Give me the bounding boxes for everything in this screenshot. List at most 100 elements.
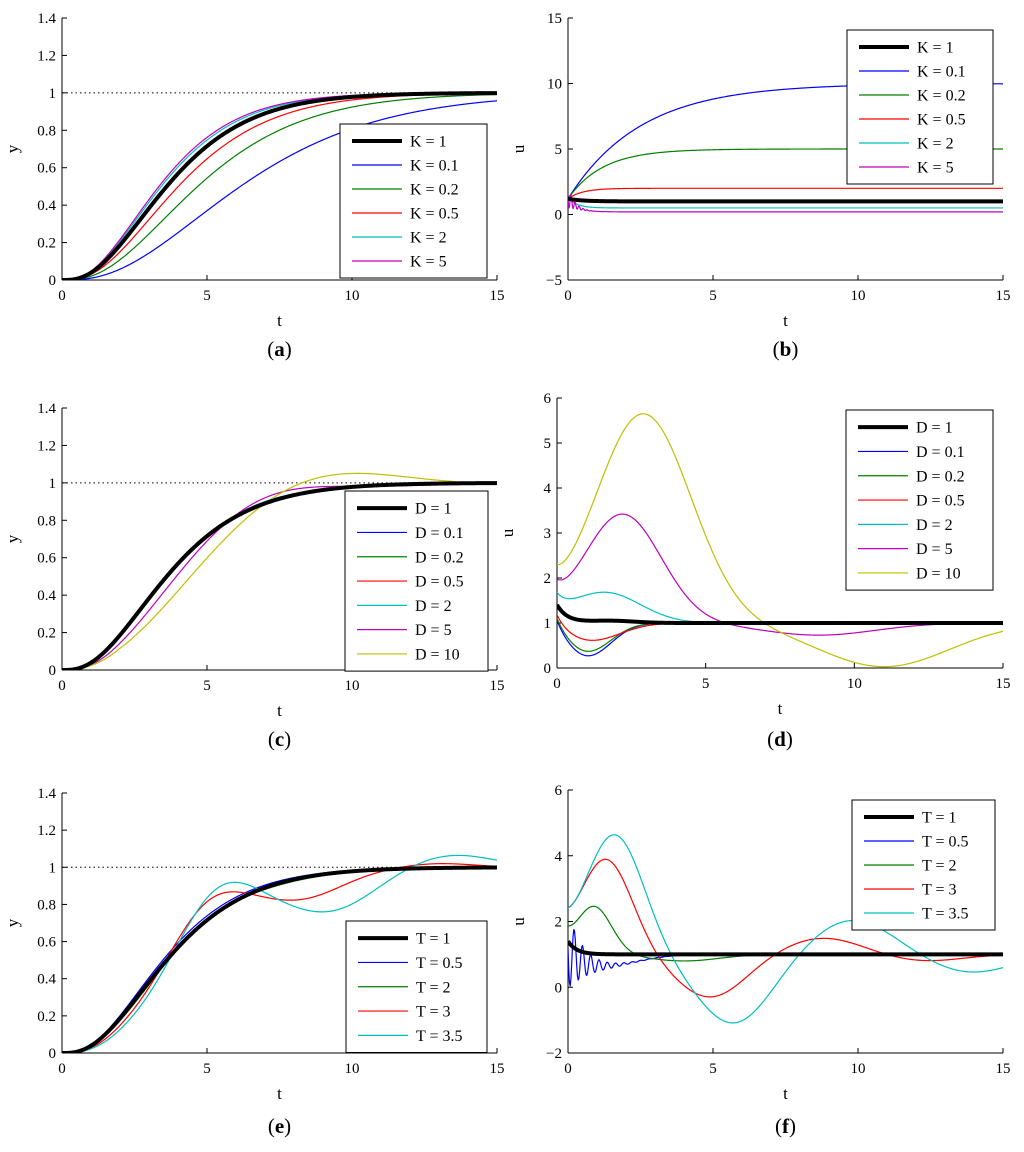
y-tick-label: 5 xyxy=(544,436,552,452)
legend-label: K = 2 xyxy=(917,136,954,153)
x-tick-label: 10 xyxy=(345,678,360,694)
y-tick-label: 0.4 xyxy=(37,972,56,988)
y-axis-label: u xyxy=(509,917,528,926)
chart-panel-c: 0 0.2 0.4 0.6 0.8 1 1.2 1.4 0 5 10 15 t y D = 1 D = 0.1… xyxy=(3,401,505,751)
x-tick-label: 10 xyxy=(345,1061,360,1077)
x-tick-label: 15 xyxy=(490,678,505,694)
x-tick-label: 15 xyxy=(490,1061,505,1077)
y-tick-label: 0 xyxy=(49,273,57,289)
series-line xyxy=(568,834,1003,1024)
legend-label: D = 2 xyxy=(916,517,953,534)
legend-label: K = 0.2 xyxy=(410,182,459,199)
y-tick-label: 0.2 xyxy=(37,1009,56,1025)
panel-caption: (a) xyxy=(267,337,292,361)
legend-label: K = 0.5 xyxy=(410,206,459,223)
legend-label: T = 3 xyxy=(416,1004,451,1021)
x-tick-label: 5 xyxy=(203,288,211,304)
series-line xyxy=(62,865,497,1053)
legend-label: T = 1 xyxy=(922,810,957,827)
y-tick-label: 10 xyxy=(547,77,562,93)
y-tick-label: 1 xyxy=(544,616,552,632)
legend-label: K = 5 xyxy=(917,160,954,177)
panel-caption: (b) xyxy=(773,337,799,361)
legend-label: D = 1 xyxy=(415,501,452,518)
y-tick-label: 0 xyxy=(49,663,57,679)
y-tick-label: 1.4 xyxy=(37,11,56,27)
series-line xyxy=(557,413,1003,668)
legend-label: K = 0.1 xyxy=(917,64,966,81)
legend-label: T = 0.5 xyxy=(416,955,463,972)
legend-label: D = 0.2 xyxy=(415,549,464,566)
y-tick-label: 1.4 xyxy=(37,401,56,417)
legend-label: T = 3.5 xyxy=(416,1028,463,1045)
y-tick-label: 0.4 xyxy=(37,198,56,214)
y-tick-label: 0.6 xyxy=(37,161,56,177)
x-tick-label: 5 xyxy=(709,288,717,304)
x-tick-label: 15 xyxy=(996,1061,1011,1077)
legend: T = 1 T = 0.5 T = 2 T = 3 T = 3.5 xyxy=(851,799,996,931)
y-tick-label: 0 xyxy=(49,1046,57,1062)
x-axis-label: t xyxy=(277,311,282,330)
series-line xyxy=(568,187,1003,200)
y-tick-label: 0.4 xyxy=(37,588,56,604)
series-line xyxy=(568,197,1003,209)
x-tick-label: 10 xyxy=(851,288,866,304)
series-line xyxy=(568,196,1003,204)
y-tick-label: 0.2 xyxy=(37,236,56,252)
x-axis-label: t xyxy=(778,699,783,718)
y-tick-label: 4 xyxy=(555,849,563,865)
panel-caption: (e) xyxy=(268,1114,291,1138)
legend-label: D = 5 xyxy=(916,541,953,558)
y-tick-label: −2 xyxy=(546,1046,562,1062)
x-axis-label: t xyxy=(783,311,788,330)
y-axis-label: y xyxy=(3,534,22,543)
legend-label: K = 0.1 xyxy=(410,158,459,175)
y-tick-label: 5 xyxy=(555,142,563,158)
y-tick-label: 15 xyxy=(547,11,562,27)
y-tick-label: 4 xyxy=(544,481,552,497)
y-tick-label: 0 xyxy=(544,661,552,677)
x-tick-label: 0 xyxy=(564,288,572,304)
y-tick-label: 0.8 xyxy=(37,513,56,529)
legend-label: K = 5 xyxy=(410,254,447,271)
series-line xyxy=(568,193,1003,213)
chart-panel-d: 0 1 2 3 4 5 6 0 5 10 15 t u D = 1 D = 0.1 D = 0.2 D = 0.… xyxy=(498,391,1011,751)
panel-caption: (c) xyxy=(268,727,291,751)
series-line xyxy=(557,620,1003,657)
x-tick-label: 5 xyxy=(702,676,710,692)
series-line xyxy=(557,603,1003,625)
legend-label: D = 1 xyxy=(916,420,953,437)
y-tick-label: 6 xyxy=(544,391,552,407)
legend-label: T = 0.5 xyxy=(922,834,969,851)
series-line xyxy=(568,928,1003,987)
x-axis-label: t xyxy=(783,1084,788,1103)
legend-label: D = 0.1 xyxy=(916,444,965,461)
legend-label: T = 2 xyxy=(416,979,451,996)
legend: T = 1 T = 0.5 T = 2 T = 3 T = 3.5 xyxy=(345,920,488,1053)
series-line xyxy=(557,591,1003,624)
series-line xyxy=(62,481,497,670)
series-line xyxy=(568,940,1003,957)
y-tick-label: 1 xyxy=(49,86,57,102)
legend-label: K = 1 xyxy=(917,40,954,57)
legend: D = 1 D = 0.1 D = 0.2 D = 0.5 D = 2 D = 5 D = … xyxy=(344,490,489,672)
y-tick-label: 6 xyxy=(555,783,563,799)
series-line xyxy=(62,854,497,1053)
x-tick-label: 0 xyxy=(564,1061,572,1077)
x-axis-label: t xyxy=(277,1084,282,1103)
legend: K = 1 K = 0.1 K = 0.2 K = 0.5 K = 2 K = 5 xyxy=(339,123,488,279)
x-axis-label: t xyxy=(277,701,282,720)
series-line xyxy=(62,100,497,280)
legend-label: T = 3 xyxy=(922,882,957,899)
y-tick-label: 0.6 xyxy=(37,551,56,567)
x-tick-label: 15 xyxy=(996,676,1011,692)
panel-caption: (d) xyxy=(767,727,793,751)
legend-label: K = 1 xyxy=(410,134,447,151)
x-tick-label: 5 xyxy=(203,1061,211,1077)
legend-label: T = 3.5 xyxy=(922,906,969,923)
x-tick-label: 5 xyxy=(203,678,211,694)
chart-panel-a: 0 0.2 0.4 0.6 0.8 1 1.2 1.4 0 5 10 15 t y K = 1 K = 0.1… xyxy=(3,11,505,361)
y-axis-label: y xyxy=(3,144,22,153)
y-axis-label: u xyxy=(498,528,517,537)
legend-label: K = 0.5 xyxy=(917,112,966,129)
